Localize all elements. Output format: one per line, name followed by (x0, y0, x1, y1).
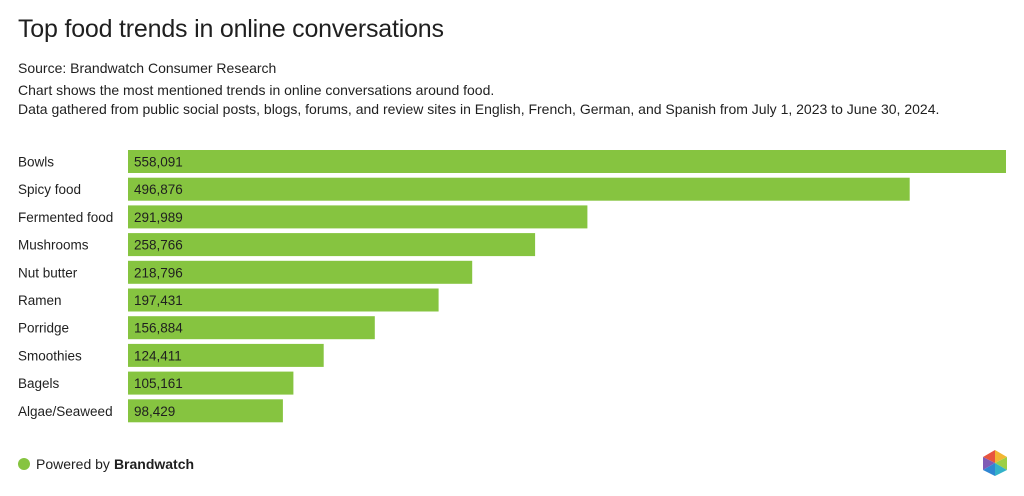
description-line-1: Chart shows the most mentioned trends in… (18, 82, 495, 98)
description-line-2: Data gathered from public social posts, … (18, 101, 940, 117)
category-label: Ramen (18, 293, 62, 308)
category-label: Bagels (18, 376, 60, 391)
bar[interactable] (128, 177, 910, 201)
bar-value-label: 156,884 (134, 321, 183, 336)
bar-chart: Bowls 558,091 Spicy food 496,876 Fermented f… (18, 150, 1006, 423)
bar[interactable] (128, 316, 375, 340)
category-label: Fermented food (18, 210, 113, 225)
bar-value-label: 291,989 (134, 210, 183, 225)
source-text: Source: Brandwatch Consumer Research (18, 60, 277, 76)
bar-value-label: 197,431 (134, 293, 183, 308)
bar[interactable] (128, 260, 473, 284)
chart-title: Top food trends in online conversations (18, 15, 444, 43)
bar[interactable] (128, 399, 283, 423)
powered-by-label: Powered by (36, 456, 110, 472)
brand-dot-icon (18, 458, 30, 470)
category-label: Bowls (18, 155, 54, 170)
category-label: Porridge (18, 321, 69, 336)
bar-value-label: 98,429 (134, 404, 175, 419)
bar[interactable] (128, 150, 1006, 173)
category-label: Mushrooms (18, 238, 89, 253)
category-label: Algae/Seaweed (18, 404, 113, 419)
bar[interactable] (128, 205, 588, 229)
category-label: Nut butter (18, 265, 78, 280)
bar-value-label: 558,091 (134, 155, 183, 170)
bar-value-label: 496,876 (134, 182, 183, 197)
category-label: Smoothies (18, 348, 82, 363)
category-label: Spicy food (18, 182, 81, 197)
bar[interactable] (128, 371, 294, 395)
brandwatch-logo-icon[interactable] (982, 449, 1008, 477)
bar-value-label: 105,161 (134, 376, 183, 391)
footer: Powered by Brandwatch (18, 456, 194, 472)
bar-value-label: 218,796 (134, 265, 183, 280)
bar-value-label: 258,766 (134, 238, 183, 253)
bar[interactable] (128, 288, 439, 312)
bar-value-label: 124,411 (134, 348, 182, 363)
bar[interactable] (128, 233, 536, 257)
bar[interactable] (128, 343, 324, 367)
brand-name[interactable]: Brandwatch (113, 456, 195, 472)
